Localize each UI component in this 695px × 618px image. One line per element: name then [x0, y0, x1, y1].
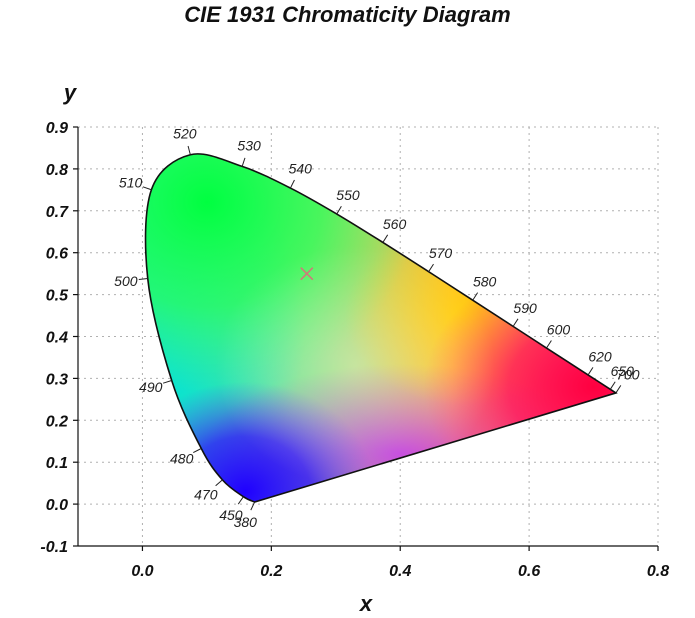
wavelength-tick — [138, 278, 148, 280]
wavelength-tick — [336, 206, 342, 215]
wavelength-tick — [546, 340, 552, 349]
axes: -0.1 0.0 0.1 0.2 0.3 0.4 0.5 0.6 0.7 0.8 0.9 0.0 0.2… — [40, 120, 669, 580]
y-tick-label: 0.2 — [46, 413, 68, 430]
wavelength-label: 570 — [429, 245, 453, 261]
wavelength-tick — [237, 496, 244, 505]
x-tick-label: 0.4 — [389, 563, 411, 580]
white-region — [215, 245, 496, 486]
gamut-fill — [145, 153, 616, 503]
wavelength-tick — [215, 479, 223, 487]
wavelength-tick — [162, 380, 172, 384]
y-tick-label: 0.4 — [46, 330, 68, 347]
y-tick-label: 0.6 — [46, 246, 68, 263]
chart-title: CIE 1931 Chromaticity Diagram — [184, 2, 511, 27]
wavelength-label: 520 — [173, 125, 197, 141]
wavelength-label: 590 — [513, 300, 537, 316]
wavelength-label: 560 — [383, 216, 407, 232]
wavelength-tick — [241, 157, 246, 167]
wavelength-label: 490 — [139, 379, 163, 395]
wavelength-tick — [428, 263, 434, 272]
wavelength-tick — [512, 318, 519, 327]
y-tick-label: 0.5 — [46, 288, 69, 305]
y-tick-label: 0.0 — [46, 497, 68, 514]
wavelength-label: 470 — [194, 486, 218, 502]
wavelength-tick — [615, 385, 622, 394]
wavelength-tick — [382, 234, 389, 243]
wavelength-tick — [142, 186, 152, 191]
wavelength-label: 540 — [289, 160, 313, 176]
x-tick-label: 0.6 — [518, 563, 540, 580]
x-axis-title: x — [359, 591, 373, 616]
wavelength-tick — [289, 179, 295, 189]
wavelength-label: 500 — [114, 273, 138, 289]
wavelength-label: 620 — [588, 348, 612, 364]
x-tick-label: 0.0 — [131, 563, 153, 580]
y-tick-label: 0.8 — [46, 162, 68, 179]
wavelength-label: 650 — [611, 363, 635, 379]
wavelength-tick — [193, 448, 202, 454]
wavelength-tick — [250, 501, 256, 511]
wavelength-label: 550 — [336, 187, 360, 203]
wavelength-label: 600 — [547, 322, 571, 338]
y-tick-label: 0.1 — [46, 455, 68, 472]
y-tick-label: 0.3 — [46, 371, 68, 388]
wavelength-label: 380 — [234, 514, 258, 530]
wavelength-tick — [609, 381, 616, 390]
y-tick-label: 0.7 — [46, 204, 69, 221]
wavelength-label: 580 — [473, 274, 497, 290]
y-axis-title: y — [63, 80, 78, 105]
wavelength-tick — [187, 145, 191, 155]
wavelength-label: 480 — [170, 450, 194, 466]
x-tick-label: 0.2 — [260, 563, 282, 580]
wavelength-label: 700 — [616, 366, 640, 382]
y-tick-label: 0.9 — [46, 120, 68, 137]
white-point-marker — [300, 267, 314, 281]
wavelength-label: 510 — [119, 175, 143, 191]
wavelength-label: 450 — [219, 507, 243, 523]
x-tick-label: 0.8 — [647, 563, 669, 580]
white-point-stroke — [300, 267, 314, 281]
wavelength-tick — [472, 292, 479, 301]
y-tick-label: -0.1 — [40, 539, 68, 556]
wavelength-label: 530 — [237, 138, 261, 154]
wavelength-tick — [587, 367, 594, 376]
